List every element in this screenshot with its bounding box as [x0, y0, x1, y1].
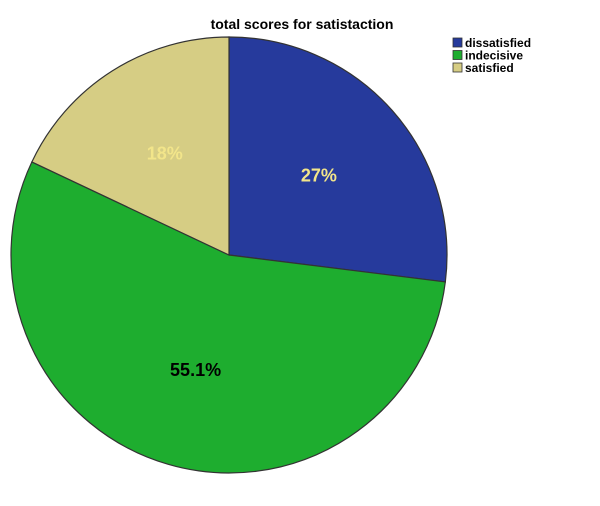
legend-swatch-indecisive — [452, 50, 463, 60]
slice-label-satisfied: 18% — [147, 144, 183, 164]
pie-slice-satisfied — [31, 36, 230, 256]
pie-slice-indecisive — [10, 161, 446, 474]
legend-swatch-satisfied — [452, 62, 463, 73]
chart-title: total scores for satistaction — [211, 16, 394, 32]
legend-label-satisfied: satisfied — [465, 61, 514, 75]
legend-label-dissatisfied: dissatisfied — [465, 36, 531, 50]
legend-swatch-dissatisfied — [452, 37, 463, 48]
slice-label-dissatisfied: 27% — [301, 166, 337, 186]
pie-slice-dissatisfied — [228, 36, 448, 283]
pie-slices — [10, 36, 448, 474]
pie-slice-labels: 27% 55.1% 18% — [147, 144, 337, 380]
legend-label-indecisive: indecisive — [465, 49, 523, 63]
slice-label-indecisive: 55.1% — [170, 360, 221, 380]
